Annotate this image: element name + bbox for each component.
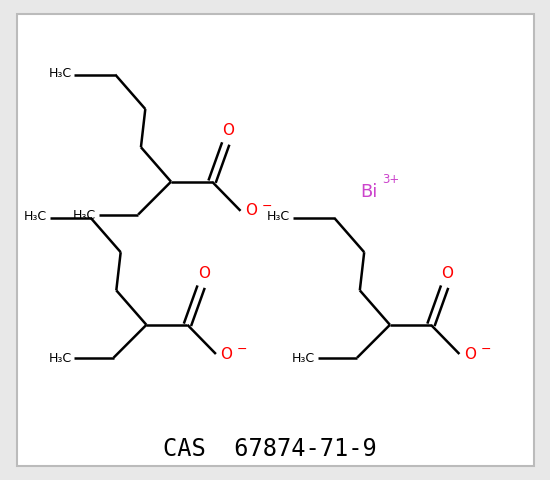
Text: −: − (261, 200, 272, 213)
Text: O: O (221, 347, 232, 361)
Text: H₃C: H₃C (48, 67, 72, 80)
Text: O: O (223, 123, 234, 138)
Text: H₃C: H₃C (267, 210, 290, 223)
Text: O: O (464, 347, 476, 361)
Text: O: O (198, 266, 210, 281)
Text: CAS  67874-71-9: CAS 67874-71-9 (163, 437, 376, 461)
Text: H₃C: H₃C (48, 352, 72, 365)
Text: H₃C: H₃C (292, 352, 315, 365)
Text: −: − (480, 343, 491, 356)
Text: O: O (245, 204, 257, 218)
Text: H₃C: H₃C (73, 209, 96, 222)
Text: −: − (236, 343, 247, 356)
Text: Bi: Bi (360, 183, 377, 201)
Text: O: O (442, 266, 453, 281)
Text: 3+: 3+ (382, 172, 399, 186)
Text: H₃C: H₃C (24, 210, 47, 223)
